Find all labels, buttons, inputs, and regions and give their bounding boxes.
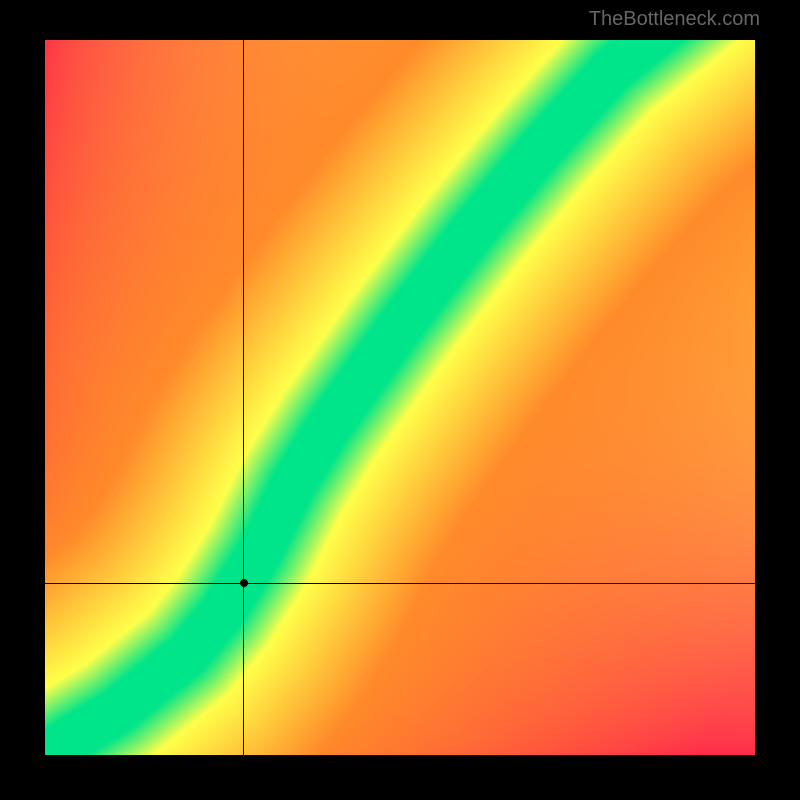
marker-point — [240, 579, 248, 587]
crosshair-vertical — [243, 40, 244, 755]
crosshair-horizontal — [45, 583, 755, 584]
plot-area — [45, 40, 755, 755]
watermark-text: TheBottleneck.com — [589, 8, 760, 31]
heatmap-canvas — [45, 40, 755, 755]
